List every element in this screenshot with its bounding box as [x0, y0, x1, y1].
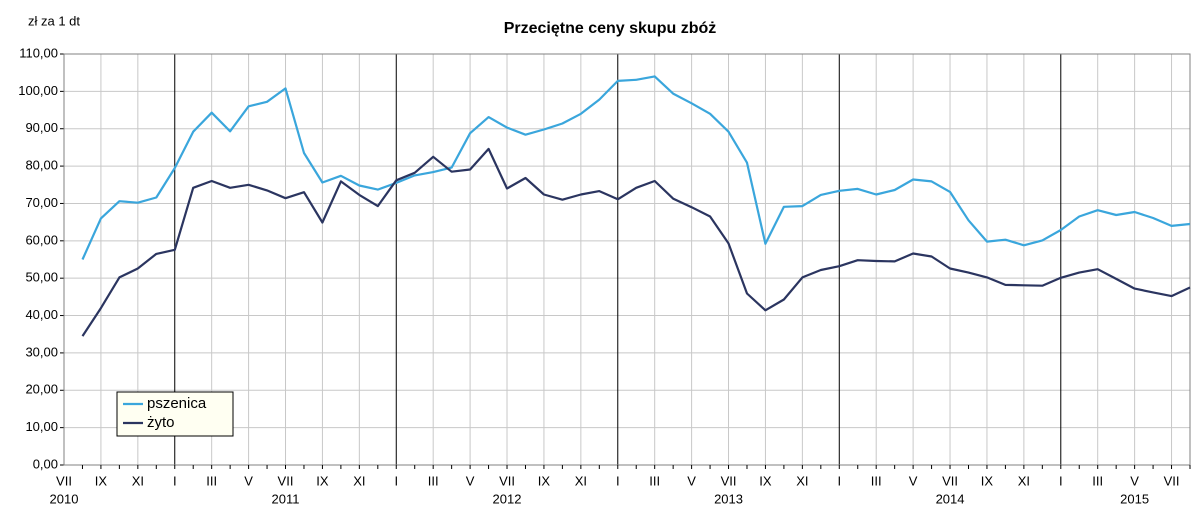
- y-axis-label: zł za 1 dt: [28, 13, 80, 28]
- x-tick-label: V: [466, 473, 475, 488]
- x-tick-label: III: [649, 473, 660, 488]
- x-tick-label: V: [244, 473, 253, 488]
- x-tick-label: VII: [942, 473, 958, 488]
- plot-frame: [63, 53, 1191, 466]
- x-tick-label: V: [1130, 473, 1139, 488]
- x-tick-label: IX: [759, 473, 772, 488]
- year-label: 2010: [50, 491, 79, 506]
- x-tick-label: I: [173, 473, 177, 488]
- x-tick-label: I: [616, 473, 620, 488]
- y-tick-label: 60,00: [25, 232, 58, 247]
- y-tick-label: 10,00: [25, 419, 58, 434]
- y-tick-label: 0,00: [33, 456, 58, 471]
- x-tick-label: XI: [796, 473, 808, 488]
- year-label: 2012: [493, 491, 522, 506]
- x-tick-label: IX: [981, 473, 994, 488]
- series-line: [81, 147, 1191, 337]
- y-tick-label: 70,00: [25, 195, 58, 210]
- x-tick-label: V: [909, 473, 918, 488]
- y-tick-label: 50,00: [25, 270, 58, 285]
- x-tick-label: I: [837, 473, 841, 488]
- legend-box: [116, 391, 234, 437]
- year-label: 2013: [714, 491, 743, 506]
- x-tick-label: V: [687, 473, 696, 488]
- x-tick-label: IX: [316, 473, 329, 488]
- x-tick-label: III: [428, 473, 439, 488]
- x-tick-label: VII: [278, 473, 294, 488]
- x-tick-label: XI: [132, 473, 144, 488]
- series-line: [81, 75, 1191, 260]
- x-tick-label: XI: [1018, 473, 1030, 488]
- x-tick-label: XI: [575, 473, 587, 488]
- x-tick-label: I: [1059, 473, 1063, 488]
- y-tick-label: 90,00: [25, 120, 58, 135]
- x-tick-label: VII: [499, 473, 515, 488]
- year-label: 2015: [1120, 491, 1149, 506]
- y-tick-label: 40,00: [25, 307, 58, 322]
- x-tick-label: VII: [721, 473, 737, 488]
- y-tick-label: 100,00: [18, 83, 58, 98]
- x-tick-label: VII: [56, 473, 72, 488]
- legend-label: żyto: [147, 414, 175, 431]
- x-tick-label: III: [206, 473, 217, 488]
- legend-label: pszenica: [147, 395, 207, 412]
- x-tick-label: III: [1092, 473, 1103, 488]
- x-tick-label: III: [871, 473, 882, 488]
- year-label: 2011: [272, 491, 300, 506]
- y-tick-label: 80,00: [25, 158, 58, 173]
- x-tick-label: I: [394, 473, 398, 488]
- year-label: 2014: [936, 491, 965, 506]
- y-tick-label: 30,00: [25, 344, 58, 359]
- x-tick-label: VII: [1164, 473, 1180, 488]
- y-tick-label: 110,00: [19, 45, 58, 60]
- y-tick-label: 20,00: [25, 382, 58, 397]
- chart-title: Przeciętne ceny skupu zbóż: [504, 20, 717, 37]
- x-tick-label: XI: [353, 473, 365, 488]
- x-tick-label: IX: [95, 473, 108, 488]
- x-tick-label: IX: [538, 473, 551, 488]
